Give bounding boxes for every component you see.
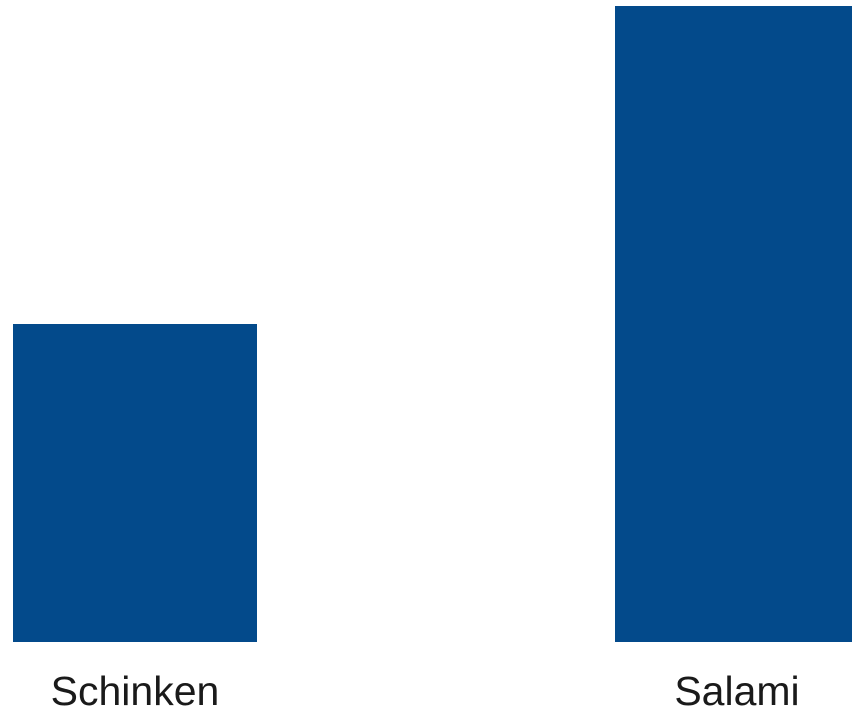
category-label-schinken: Schinken bbox=[51, 668, 220, 714]
bars-layer bbox=[13, 6, 852, 642]
bar-salami bbox=[615, 6, 852, 642]
category-label-salami: Salami bbox=[674, 668, 799, 714]
category-labels-layer: Schinken Salami bbox=[51, 668, 800, 714]
bar-schinken bbox=[13, 324, 257, 642]
